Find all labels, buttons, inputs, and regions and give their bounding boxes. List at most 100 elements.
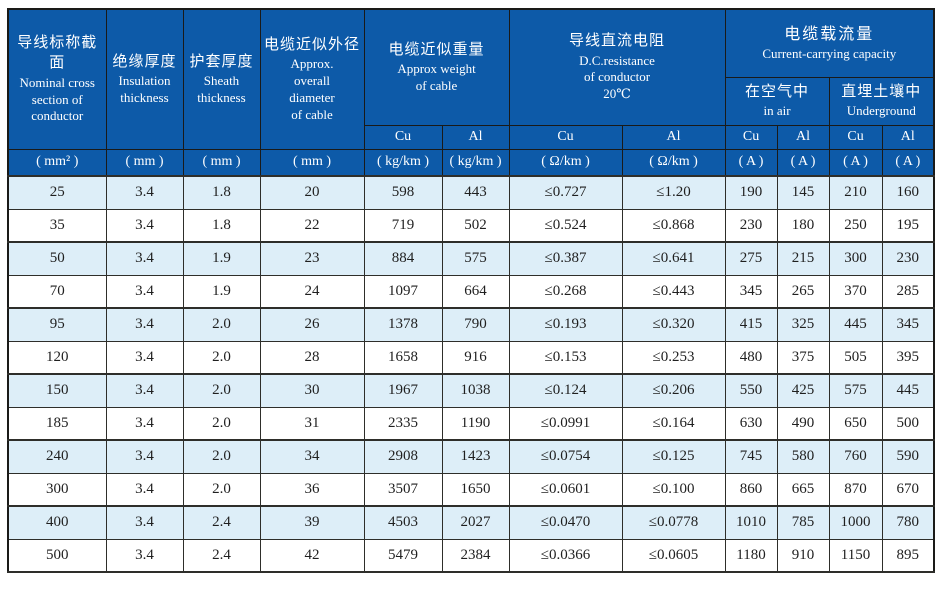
col-header-diameter: 电缆近似外径 Approx. overall diameter of cable: [259, 8, 365, 150]
unit-header-mm-3: ( mm ): [259, 148, 365, 177]
table-cell: 4503: [363, 505, 443, 540]
subgroup-header-underground: 直埋土壤中 Underground: [828, 76, 935, 126]
table-cell: 210: [828, 175, 883, 210]
cable-spec-table: 导线标称截面 Nominal cross section of conducto…: [7, 8, 936, 573]
table-cell: 300: [828, 241, 883, 276]
table-cell: 1010: [724, 505, 778, 540]
col-header-diameter-cn: 电缆近似外径: [263, 36, 360, 53]
table-cell: 3.4: [105, 307, 184, 342]
group-header-capacity-cn: 电缆载流量: [784, 25, 875, 43]
table-cell: 870: [828, 472, 883, 507]
table-cell: 665: [776, 472, 830, 507]
table-cell: 910: [776, 538, 830, 573]
table-row: 150 3.4 2.0 30 1967 1038 ≤0.124 ≤0.206 550 425 575…: [7, 373, 935, 408]
table-cell: 325: [776, 307, 830, 342]
table-cell: 195: [881, 208, 935, 243]
table-cell: 505: [828, 340, 883, 375]
group-header-resistance-cn: 导线直流电阻: [569, 33, 666, 50]
table-row: 240 3.4 2.0 34 2908 1423 ≤0.0754 ≤0.125 745 580 76…: [7, 439, 935, 474]
group-header-resistance: 导线直流电阻 D.C.resistance of conductor 20℃: [508, 8, 726, 126]
table-cell: 345: [881, 307, 935, 342]
table-cell: 22: [259, 208, 365, 243]
material-header-resistance-al: Al: [621, 124, 726, 150]
subgroup-header-underground-en: Underground: [846, 103, 916, 119]
table-cell: 425: [776, 373, 830, 408]
col-header-conductor-size-cn: 导线标称截面: [17, 35, 98, 72]
table-row: 400 3.4 2.4 39 4503 2027 ≤0.0470 ≤0.0778 1010 785…: [7, 505, 935, 540]
table-cell: 3.4: [105, 538, 184, 573]
col-header-sheath: 护套厚度 Sheath thickness: [182, 8, 261, 150]
group-header-capacity-en: Current-carrying capacity: [762, 46, 897, 62]
table-cell: 70: [7, 274, 107, 309]
table-cell: ≤0.206: [621, 373, 726, 408]
table-cell: 1000: [828, 505, 883, 540]
material-header-underground-cu: Cu: [828, 124, 883, 150]
table-cell: 1423: [441, 439, 510, 474]
table-cell: 2.0: [182, 406, 261, 441]
table-cell: 275: [724, 241, 778, 276]
table-cell: 790: [441, 307, 510, 342]
table-cell: 445: [881, 373, 935, 408]
table-cell: ≤0.524: [508, 208, 623, 243]
table-cell: ≤0.268: [508, 274, 623, 309]
table-row: 500 3.4 2.4 42 5479 2384 ≤0.0366 ≤0.0605 1180 910…: [7, 538, 935, 573]
col-header-conductor-size: 导线标称截面 Nominal cross section of conducto…: [7, 8, 107, 150]
table-cell: 300: [7, 472, 107, 507]
table-cell: 575: [828, 373, 883, 408]
table-body: 25 3.4 1.8 20 598 443 ≤0.727 ≤1.20 190 145 210 160 3…: [7, 175, 935, 573]
table-cell: 2.0: [182, 373, 261, 408]
table-cell: 3.4: [105, 208, 184, 243]
table-row: 300 3.4 2.0 36 3507 1650 ≤0.0601 ≤0.100 860 665 87…: [7, 472, 935, 507]
table-cell: ≤0.0470: [508, 505, 623, 540]
table-cell: 575: [441, 241, 510, 276]
table-cell: 1650: [441, 472, 510, 507]
unit-header-a-air-al: ( A ): [776, 148, 830, 177]
table-cell: ≤0.0366: [508, 538, 623, 573]
table-cell: ≤0.164: [621, 406, 726, 441]
unit-header-mm2: ( mm² ): [7, 148, 107, 177]
group-header-resistance-en: D.C.resistance of conductor 20℃: [579, 52, 655, 102]
table-cell: 120: [7, 340, 107, 375]
material-header-air-cu: Cu: [724, 124, 778, 150]
table-cell: 23: [259, 241, 365, 276]
table-cell: 190: [724, 175, 778, 210]
unit-header-a-ug-al: ( A ): [881, 148, 935, 177]
table-cell: 1180: [724, 538, 778, 573]
table-cell: 1097: [363, 274, 443, 309]
table-cell: 3.4: [105, 439, 184, 474]
table-cell: 1190: [441, 406, 510, 441]
table-cell: 490: [776, 406, 830, 441]
material-header-weight-al: Al: [441, 124, 510, 150]
table-cell: 580: [776, 439, 830, 474]
cable-spec-table-container: 导线标称截面 Nominal cross section of conducto…: [7, 8, 936, 573]
table-cell: 160: [881, 175, 935, 210]
table-cell: 230: [881, 241, 935, 276]
table-cell: 664: [441, 274, 510, 309]
table-cell: 185: [7, 406, 107, 441]
table-cell: 2908: [363, 439, 443, 474]
table-cell: ≤0.153: [508, 340, 623, 375]
group-header-capacity: 电缆载流量 Current-carrying capacity: [724, 8, 935, 78]
table-cell: 1038: [441, 373, 510, 408]
group-header-weight: 电缆近似重量 Approx weight of cable: [363, 8, 510, 126]
table-cell: 785: [776, 505, 830, 540]
table-cell: 145: [776, 175, 830, 210]
unit-header-ohmkm-cu: ( Ω/km ): [508, 148, 623, 177]
table-cell: ≤0.0778: [621, 505, 726, 540]
table-cell: 3.4: [105, 505, 184, 540]
table-row: 70 3.4 1.9 24 1097 664 ≤0.268 ≤0.443 345 265 370 28…: [7, 274, 935, 309]
table-cell: 1.8: [182, 175, 261, 210]
table-cell: 28: [259, 340, 365, 375]
table-cell: 3.4: [105, 241, 184, 276]
table-cell: 2335: [363, 406, 443, 441]
table-cell: 42: [259, 538, 365, 573]
table-cell: 1150: [828, 538, 883, 573]
unit-header-kgkm-al: ( kg/km ): [441, 148, 510, 177]
col-header-sheath-cn: 护套厚度: [189, 53, 254, 70]
table-cell: 502: [441, 208, 510, 243]
table-cell: ≤0.641: [621, 241, 726, 276]
table-cell: 3.4: [105, 274, 184, 309]
table-cell: 443: [441, 175, 510, 210]
table-cell: 3.4: [105, 472, 184, 507]
table-cell: 370: [828, 274, 883, 309]
